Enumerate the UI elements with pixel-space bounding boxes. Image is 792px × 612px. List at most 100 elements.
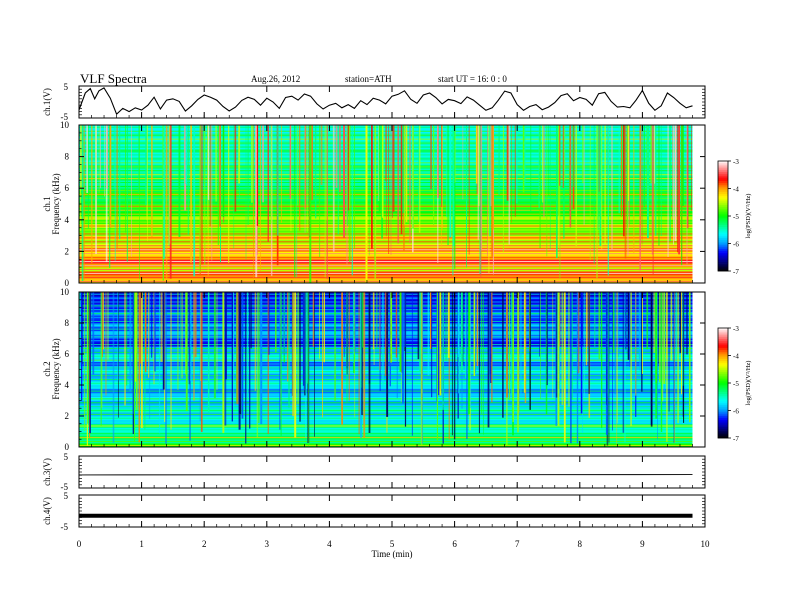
spectrogram-streak (324, 125, 326, 278)
spectrogram-streak (549, 125, 551, 250)
spectrogram-streak (139, 292, 141, 364)
spectrogram-streak (322, 292, 323, 418)
colorbar-segment (718, 197, 728, 200)
spectrogram-streak (622, 125, 624, 185)
spectrogram-streak (466, 292, 468, 439)
spectrogram-streak (524, 292, 527, 403)
spectrogram-streak (320, 125, 323, 185)
spectrogram-streak (168, 125, 171, 244)
spectrogram-streak (466, 125, 467, 268)
spectrogram-streak (280, 292, 282, 436)
spectrogram-streak (643, 125, 645, 208)
spectrogram-streak (294, 125, 296, 278)
colorbar-segment (718, 188, 728, 191)
time-tick-label: 7 (515, 539, 520, 549)
spectrogram-band-line (79, 186, 693, 188)
spectrogram-streak (629, 292, 631, 367)
spectrogram-streak (548, 125, 550, 197)
spectrogram-streak (153, 292, 155, 385)
spectrogram-band-line (79, 417, 693, 419)
spectrogram-streak (225, 292, 227, 380)
frequency-tick-label: 0 (65, 442, 70, 452)
spectrogram-streak (580, 292, 583, 414)
colorbar-segment (718, 430, 728, 433)
spectrogram-streak (343, 292, 345, 358)
spectrogram-streak (677, 125, 679, 253)
spectrogram-streak (561, 292, 564, 405)
spectrogram-streak (126, 292, 128, 386)
colorbar-segment (718, 203, 728, 206)
spectrogram-streak (480, 125, 482, 278)
spectrogram-streak (608, 292, 610, 443)
spectrogram-streak (575, 125, 577, 246)
colorbar-segment (718, 357, 728, 360)
spectrogram-streak (140, 292, 143, 429)
spectrogram-streak (347, 125, 350, 211)
spectrogram-streak (339, 125, 341, 193)
spectrogram-band-line (79, 402, 693, 404)
spectrogram-streak (193, 292, 195, 401)
colorbar-segment (718, 254, 728, 257)
ch2-spectrogram-streaks (79, 292, 691, 447)
colorbar-segment (718, 179, 728, 182)
colorbar-segment (718, 181, 728, 184)
spectrogram-streak (207, 125, 209, 276)
start-time-label: start UT = 16: 0 : 0 (438, 74, 507, 84)
spectrogram-streak (510, 292, 512, 395)
spectrogram-streak (475, 125, 478, 184)
spectrogram-streak (487, 292, 490, 428)
colorbar-segment (718, 375, 728, 378)
spectrogram-streak (129, 292, 132, 392)
spectrogram-streak (449, 125, 452, 238)
spectrogram-streak (104, 125, 105, 197)
spectrogram-streak (306, 125, 308, 232)
spectrogram-streak (624, 292, 626, 443)
colorbar-segment (718, 417, 728, 420)
colorbar-segment (718, 362, 728, 365)
colorbar-segment (718, 177, 728, 180)
colorbar-segment (718, 210, 728, 213)
spectrogram-streak (431, 292, 433, 398)
spectrogram-streak (253, 125, 254, 279)
spectrogram-streak (568, 292, 570, 407)
spectrogram-streak (502, 125, 504, 253)
spectrogram-streak (451, 292, 453, 436)
spectrogram-streak (596, 125, 598, 279)
spectrogram-streak (116, 125, 118, 250)
spectrogram-streak (185, 292, 188, 412)
spectrogram-streak (555, 292, 558, 398)
spectrogram-streak (437, 125, 439, 263)
spectrogram-streak (479, 125, 482, 274)
spectrogram-band-line (79, 280, 693, 282)
spectrogram-streak (297, 125, 299, 206)
spectrogram-streak (80, 125, 81, 231)
spectrogram-streak (557, 292, 558, 422)
spectrogram-streak (234, 125, 237, 212)
spectrogram-streak (606, 292, 607, 405)
spectrogram-streak (107, 292, 109, 360)
colorbar-segment (718, 351, 728, 354)
spectrogram-streak (523, 125, 526, 183)
spectrogram-streak (217, 125, 220, 245)
spectrogram-streak (250, 292, 252, 349)
spectrogram-streak (288, 292, 290, 408)
spectrogram-streak (190, 125, 192, 263)
spectrogram-streak (662, 292, 664, 402)
spectrogram-streak (607, 125, 609, 276)
spectrogram-streak (304, 125, 306, 233)
spectrogram-streak (270, 125, 272, 224)
spectrogram-streak (652, 125, 654, 275)
spectrogram-streak (490, 292, 492, 383)
spectrogram-streak (199, 292, 201, 422)
spectrogram-streak (254, 292, 256, 391)
spectrogram-streak (468, 292, 470, 414)
colorbar-segment (718, 428, 728, 431)
spectrogram-streak (399, 292, 402, 372)
spectrogram-streak (623, 125, 625, 237)
colorbar-segment (718, 201, 728, 204)
spectrogram-streak (418, 125, 420, 222)
spectrogram-streak (487, 125, 488, 257)
spectrogram-streak (516, 125, 518, 204)
spectrogram-streak (200, 292, 202, 381)
ch2-colorbar: -3 -4 -5 -6 -7 log(PSD)(V²/Hz) (717, 325, 752, 443)
